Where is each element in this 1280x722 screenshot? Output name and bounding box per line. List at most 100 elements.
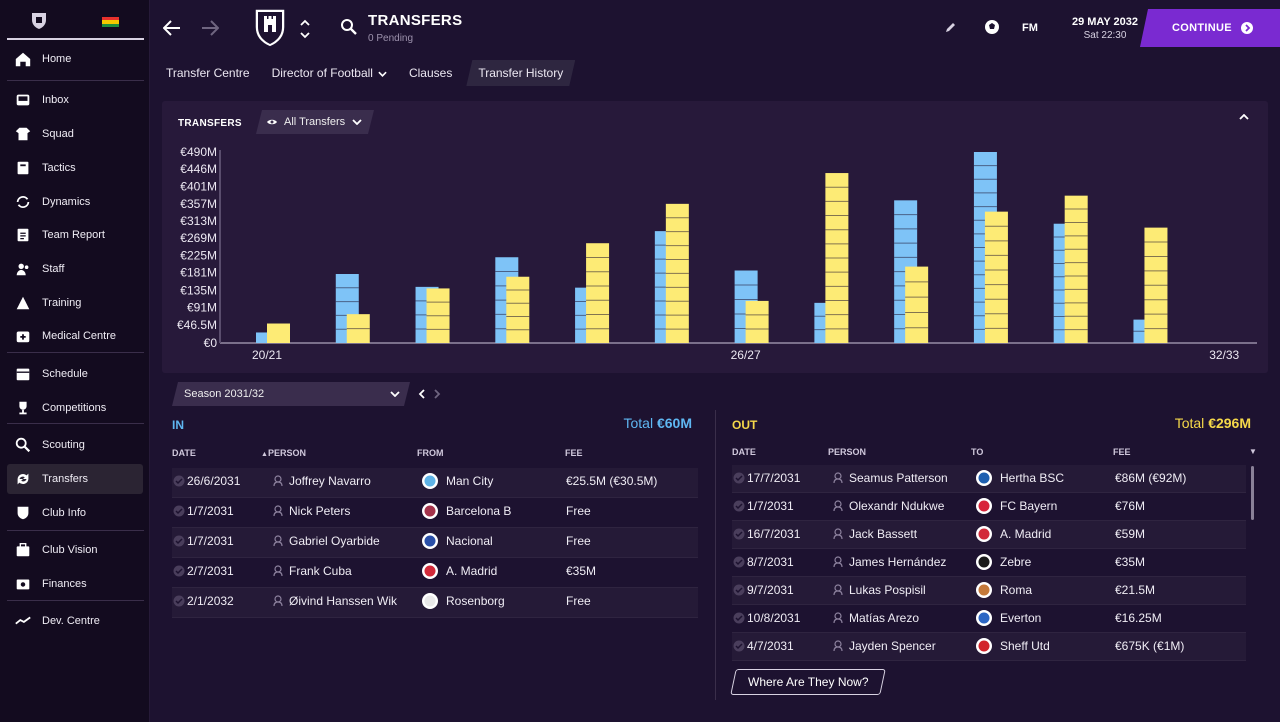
sidebar-item-schedule[interactable]: Schedule <box>7 359 143 389</box>
sidebar-item-scouting[interactable]: Scouting <box>7 430 143 460</box>
sidebar-item-training[interactable]: Training <box>7 288 143 318</box>
row-club[interactable]: A. Madrid <box>446 564 498 578</box>
table-row[interactable]: 1/7/2031 Nick Peters Barcelona B Free <box>172 498 698 528</box>
sidebar-item-transfers[interactable]: Transfers <box>7 464 143 494</box>
in-col-person[interactable]: ▲PERSON <box>261 448 306 458</box>
row-club[interactable]: Roma <box>1000 583 1033 597</box>
tab-transfer-history[interactable]: Transfer History <box>466 60 575 86</box>
row-person[interactable]: Jack Bassett <box>849 527 918 541</box>
row-club[interactable]: Zebre <box>1000 555 1032 569</box>
row-person[interactable]: Gabriel Oyarbide <box>289 534 380 548</box>
search-button[interactable] <box>338 16 360 38</box>
person-icon <box>273 595 283 610</box>
in-col-from[interactable]: FROM <box>417 448 444 458</box>
back-button[interactable] <box>160 16 184 40</box>
row-person[interactable]: Frank Cuba <box>289 564 352 578</box>
table-row[interactable]: 16/7/2031 Jack Bassett A. Madrid €59M <box>732 521 1246 549</box>
row-club[interactable]: Sheff Utd <box>1000 639 1050 653</box>
sidebar-item-competitions[interactable]: Competitions <box>7 393 143 423</box>
out-total: Total €296M <box>1110 415 1251 431</box>
season-next-button[interactable] <box>428 382 446 406</box>
sidebar-item-medical-centre[interactable]: Medical Centre <box>7 321 143 351</box>
page-title: TRANSFERS <box>368 12 463 29</box>
club-crest-icon <box>421 502 439 523</box>
person-icon <box>273 475 283 490</box>
nation-flag-icon[interactable] <box>102 17 119 27</box>
sidebar-item-squad[interactable]: Squad <box>7 119 143 149</box>
tab-clauses[interactable]: Clauses <box>401 60 460 86</box>
sidebar-item-home[interactable]: Home <box>7 44 143 74</box>
sidebar-separator <box>7 423 144 424</box>
sidebar-item-staff[interactable]: Staff <box>7 254 143 284</box>
row-person[interactable]: Øivind Hanssen Wik <box>289 594 398 608</box>
edit-button[interactable] <box>942 20 958 36</box>
tab-director-of-football[interactable]: Director of Football <box>264 60 395 86</box>
row-person[interactable]: Seamus Patterson <box>849 471 948 485</box>
season-dropdown[interactable]: Season 2031/32 <box>172 382 410 406</box>
table-row[interactable]: 2/1/2032 Øivind Hanssen Wik Rosenborg Free <box>172 588 698 618</box>
table-row[interactable]: 9/7/2031 Lukas Pospisil Roma €21.5M <box>732 577 1246 605</box>
table-row[interactable]: 26/6/2031 Joffrey Navarro Man City €25.5M (… <box>172 468 698 498</box>
row-person[interactable]: Joffrey Navarro <box>289 474 371 488</box>
sidebar-item-finances[interactable]: Finances <box>7 569 143 599</box>
bar-out <box>905 266 929 343</box>
sidebar-item-label: Home <box>42 53 72 65</box>
row-person[interactable]: Jayden Spencer <box>849 639 936 653</box>
row-person[interactable]: Lukas Pospisil <box>849 583 926 597</box>
column-options-icon[interactable]: ▼ <box>1249 447 1257 456</box>
collapse-chart-button[interactable] <box>1236 109 1252 125</box>
row-person[interactable]: James Hernández <box>849 555 947 569</box>
eye-icon <box>266 118 278 126</box>
club-badge[interactable] <box>252 6 288 50</box>
sidebar-separator <box>7 352 144 353</box>
row-club[interactable]: FC Bayern <box>1000 499 1058 513</box>
sidebar-item-club-vision[interactable]: Club Vision <box>7 535 143 565</box>
table-row[interactable]: 1/7/2031 Olexandr Ndukwe FC Bayern €76M <box>732 493 1246 521</box>
sidebar-item-club-info[interactable]: Club Info <box>7 498 143 528</box>
row-person[interactable]: Olexandr Ndukwe <box>849 499 945 513</box>
table-row[interactable]: 10/8/2031 Matías Arezo Everton €16.25M <box>732 605 1246 633</box>
club-switch-button[interactable] <box>298 16 312 42</box>
out-col-person[interactable]: PERSON <box>828 447 867 457</box>
sidebar-item-tactics[interactable]: Tactics <box>7 153 143 183</box>
in-col-fee[interactable]: FEE <box>565 448 583 458</box>
sidebar-item-dynamics[interactable]: Dynamics <box>7 187 143 217</box>
row-club[interactable]: A. Madrid <box>1000 527 1052 541</box>
where-are-they-now-button[interactable]: Where Are They Now? <box>730 669 886 695</box>
fm-menu-button[interactable]: FM <box>1022 22 1038 34</box>
tab-transfer-centre[interactable]: Transfer Centre <box>158 60 258 86</box>
table-row[interactable]: 2/7/2031 Frank Cuba A. Madrid €35M <box>172 558 698 588</box>
forward-button[interactable] <box>198 16 222 40</box>
sidebar-item-inbox[interactable]: Inbox <box>7 85 143 115</box>
table-row[interactable]: 4/7/2031 Jayden Spencer Sheff Utd €675K (€1… <box>732 633 1246 661</box>
table-row[interactable]: 8/7/2031 James Hernández Zebre €35M <box>732 549 1246 577</box>
club-crest-icon[interactable] <box>31 12 47 33</box>
in-col-date[interactable]: DATE <box>172 448 196 458</box>
row-person[interactable]: Matías Arezo <box>849 611 920 625</box>
out-col-fee[interactable]: FEE <box>1113 447 1131 457</box>
out-col-to[interactable]: TO <box>971 447 984 457</box>
table-row[interactable]: 1/7/2031 Gabriel Oyarbide Nacional Free <box>172 528 698 558</box>
row-date: 9/7/2031 <box>747 583 794 597</box>
sidebar-item-label: Inbox <box>42 94 69 106</box>
row-club[interactable]: Hertha BSC <box>1000 471 1065 485</box>
sidebar-separator <box>7 38 144 40</box>
row-club[interactable]: Nacional <box>446 534 493 548</box>
fmtv-button[interactable] <box>982 17 1002 37</box>
club-crest-icon <box>975 637 993 658</box>
row-person[interactable]: Nick Peters <box>289 504 351 518</box>
sidebar-item-dev-centre[interactable]: Dev. Centre <box>7 606 143 636</box>
continue-button[interactable]: CONTINUE <box>1140 9 1280 47</box>
table-row[interactable]: 17/7/2031 Seamus Patterson Hertha BSC €86M … <box>732 465 1246 493</box>
current-time: Sat 22:30 <box>1083 30 1127 41</box>
out-table-scrollbar[interactable] <box>1251 466 1254 520</box>
row-club[interactable]: Rosenborg <box>446 594 505 608</box>
row-club[interactable]: Everton <box>1000 611 1042 625</box>
sidebar-item-team-report[interactable]: Team Report <box>7 220 143 250</box>
row-club[interactable]: Barcelona B <box>446 504 512 518</box>
chart-filter-dropdown[interactable]: All Transfers <box>256 110 374 134</box>
out-col-date[interactable]: DATE <box>732 447 756 457</box>
y-tick-label: €313M <box>180 214 217 228</box>
season-prev-button[interactable] <box>412 382 430 406</box>
row-club[interactable]: Man City <box>446 474 494 488</box>
